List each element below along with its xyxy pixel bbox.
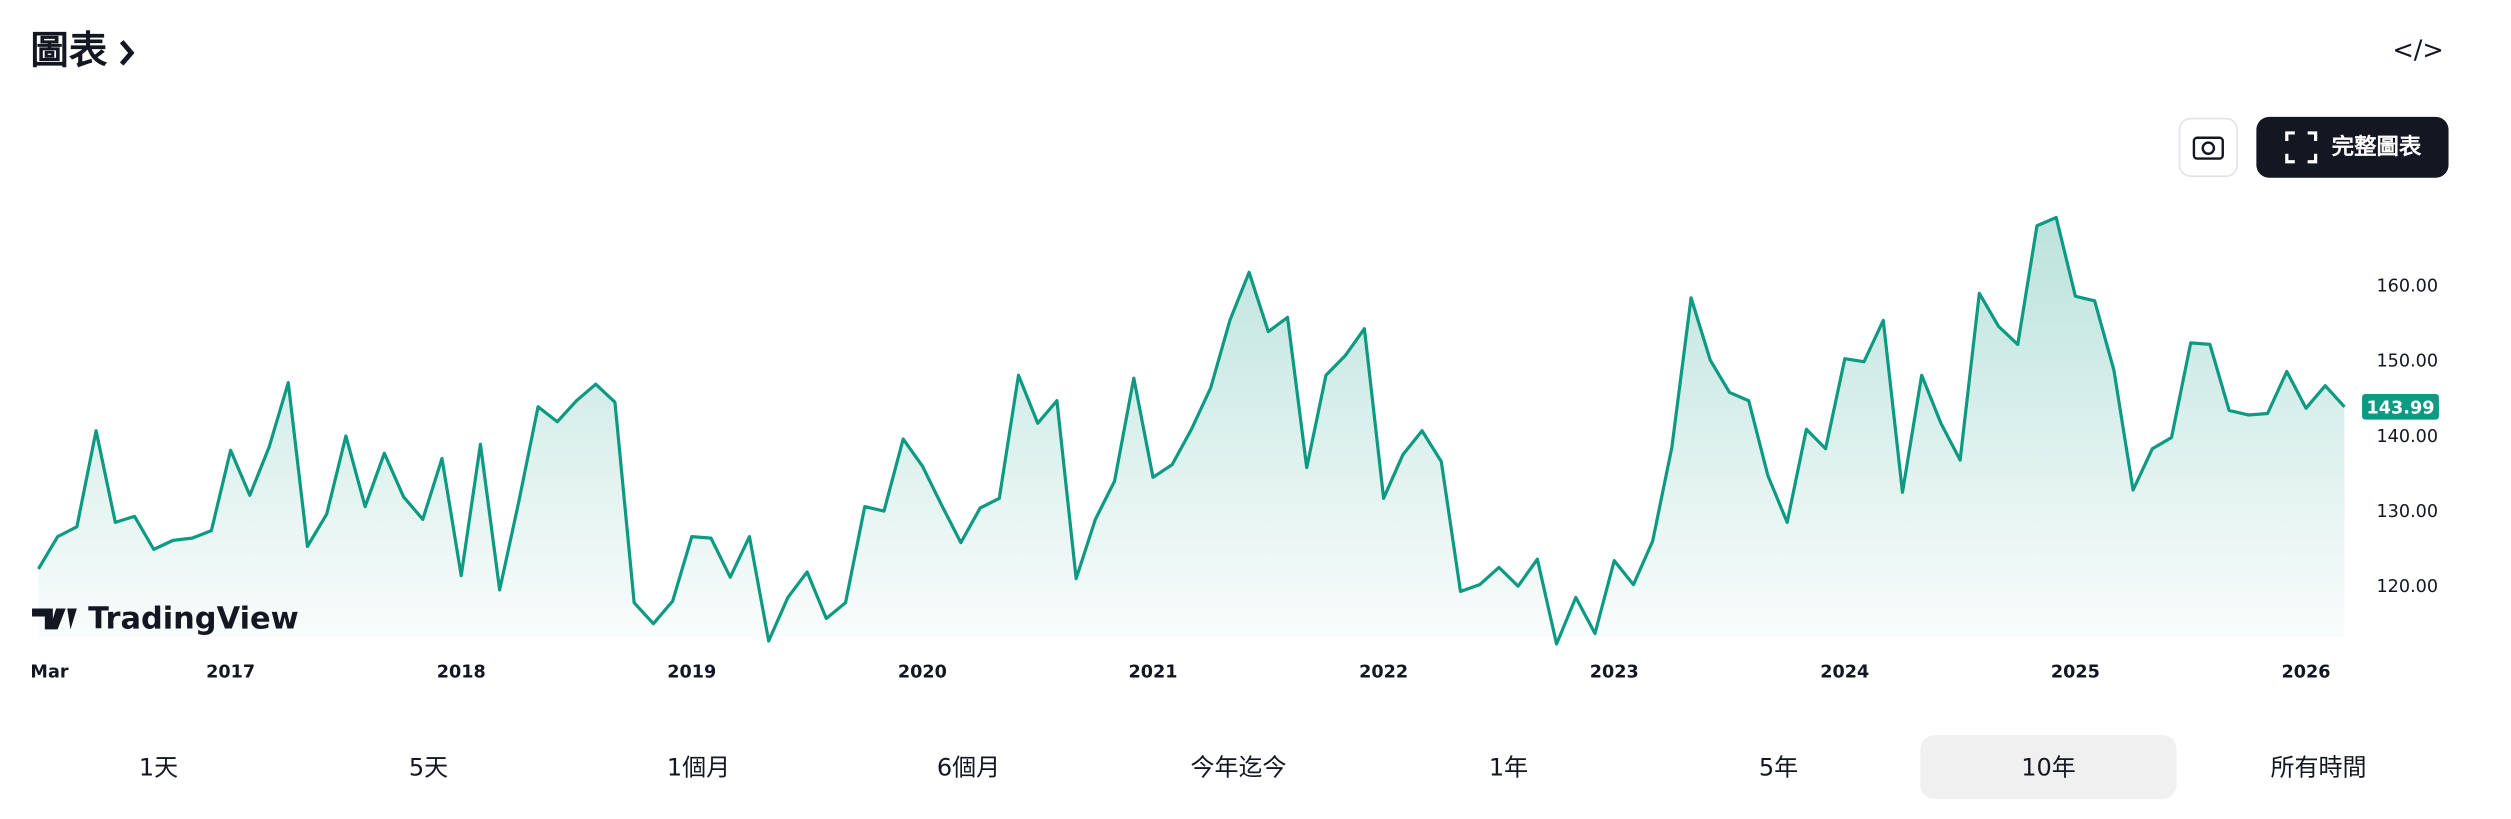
price-line <box>37 215 2346 646</box>
range-tab[interactable]: 1天 <box>139 754 178 782</box>
x-tick-label: Mar <box>30 663 68 683</box>
watermark: TradingView <box>32 601 299 636</box>
x-tick-label: 2024 <box>1820 663 1869 683</box>
full-chart-button[interactable]: 完整圖表 <box>2256 116 2449 178</box>
y-tick-label: 120.00 <box>2376 577 2438 597</box>
selected-range-bg <box>1920 735 2177 800</box>
y-tick-label: 150.00 <box>2376 352 2438 372</box>
snapshot-button[interactable] <box>2178 117 2238 177</box>
full-chart-label[interactable]: 完整圖表 <box>2332 133 2422 160</box>
embed-icon[interactable]: </> <box>2392 35 2444 65</box>
range-tab[interactable]: 10年 <box>2021 754 2076 782</box>
y-tick-label: 160.00 <box>2376 277 2438 297</box>
range-tab[interactable]: 5年 <box>1759 754 1798 782</box>
x-tick-label: 2023 <box>1590 663 1639 683</box>
x-tick-label: 2018 <box>437 663 486 683</box>
x-tick-label: 2025 <box>2051 663 2100 683</box>
x-tick-label: 2019 <box>667 663 716 683</box>
y-tick-label: 140.00 <box>2376 427 2438 447</box>
y-tick-label: 130.00 <box>2376 502 2438 522</box>
x-tick-label: 2021 <box>1129 663 1178 683</box>
x-tick-label: 2020 <box>898 663 947 683</box>
x-tick-label: 2026 <box>2282 663 2331 683</box>
range-tab[interactable]: 所有時間 <box>2270 754 2366 782</box>
range-tab[interactable]: 1年 <box>1489 754 1528 782</box>
title-arrow[interactable] <box>119 40 135 66</box>
last-price-badge <box>2362 393 2439 420</box>
watermark-text: TradingView <box>88 601 299 636</box>
last-price-label: 143.99 <box>2367 398 2435 418</box>
x-tick-label: 2017 <box>206 663 255 683</box>
range-tab[interactable]: 今年迄今 <box>1190 754 1286 782</box>
range-tab[interactable]: 5天 <box>409 754 448 782</box>
range-tab[interactable]: 1個月 <box>667 754 730 782</box>
range-tab[interactable]: 6個月 <box>937 754 1000 782</box>
title[interactable]: 圖表 <box>30 28 107 73</box>
x-tick-label: 2022 <box>1359 663 1408 683</box>
